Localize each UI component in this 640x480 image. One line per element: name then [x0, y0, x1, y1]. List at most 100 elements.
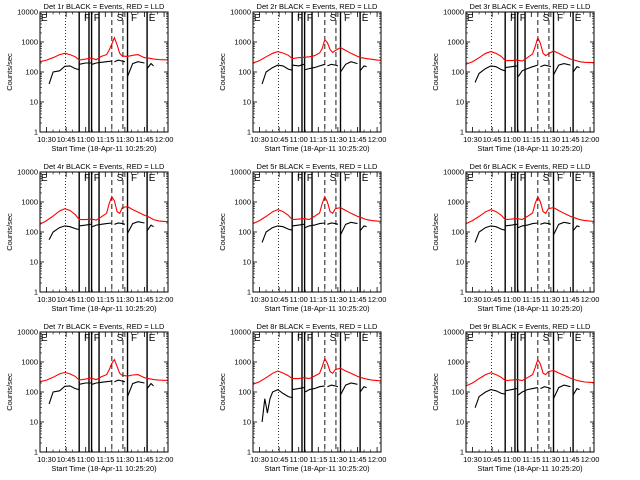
interval-letter: F [510, 333, 516, 344]
interval-letter: F [307, 173, 313, 184]
series-events-line [327, 384, 339, 388]
series-events-line [261, 388, 293, 423]
interval-letter: F [557, 13, 563, 24]
series-events-line [79, 62, 91, 65]
plot-frame [39, 331, 169, 453]
interval-letter: F [94, 173, 100, 184]
series-events-line [114, 59, 126, 63]
interval-letter: F [344, 13, 350, 24]
plot-frame [252, 331, 382, 453]
x-tick-label: 12:00 [155, 135, 174, 144]
interval-letter: F [520, 13, 526, 24]
interval-letter: E [149, 173, 156, 184]
panel-det-1r: Det 1r BLACK = Events, RED = LLD Counts/s… [5, 2, 173, 153]
panel-det-2r: Det 2r BLACK = Events, RED = LLD Counts/s… [218, 2, 386, 153]
interval-letter: S [543, 173, 550, 184]
y-tick-label: 10000 [17, 8, 38, 17]
series-events-line [359, 65, 367, 72]
x-tick-label: 12:00 [581, 135, 600, 144]
series-events-line [48, 385, 80, 405]
interval-letter: E [254, 333, 261, 344]
y-tick-label: 1 [247, 128, 251, 137]
y-tick-label: 100 [25, 388, 38, 397]
x-axis-label: Start Time (18-Apr-11 10:25:20) [264, 304, 370, 313]
series-events-line [505, 388, 518, 392]
x-tick-label: 12:00 [155, 455, 174, 464]
y-axis-label: Counts/sec [218, 373, 227, 411]
interval-letter: S [330, 333, 337, 344]
x-tick-label: 10:30 [250, 295, 269, 304]
series-events-line [126, 61, 145, 77]
interval-letter: E [575, 13, 582, 24]
y-tick-label: 100 [238, 68, 251, 77]
series-events-line [91, 222, 112, 228]
y-axis-label: Counts/sec [431, 53, 440, 91]
x-tick-label: 11:15 [309, 455, 327, 464]
plot-frame [252, 11, 382, 133]
interval-letter: F [520, 173, 526, 184]
x-axis-label: Start Time (18-Apr-11 10:25:20) [51, 144, 157, 153]
y-tick-label: 1 [247, 288, 251, 297]
interval-letter: F [344, 333, 350, 344]
y-tick-label: 1 [34, 448, 38, 457]
interval-letter: E [575, 333, 582, 344]
series-events-line [327, 63, 339, 67]
y-tick-label: 1000 [447, 198, 464, 207]
y-tick-label: 10000 [230, 328, 251, 337]
series-events-line [114, 222, 126, 225]
x-tick-label: 12:00 [581, 295, 600, 304]
x-tick-label: 11:00 [290, 135, 308, 144]
y-tick-label: 10000 [17, 328, 38, 337]
y-tick-label: 1 [34, 128, 38, 137]
series-events-line [553, 63, 571, 76]
series-events-line [146, 224, 154, 232]
interval-letter: E [41, 333, 48, 344]
interval-letter: S [117, 13, 124, 24]
panel-det-5r: Det 5r BLACK = Events, RED = LLD Counts/s… [218, 162, 386, 313]
x-tick-label: 10:30 [463, 295, 482, 304]
y-tick-label: 10 [456, 98, 464, 107]
series-events-line [505, 65, 517, 69]
series-lld-line [252, 357, 382, 385]
series-events-line [292, 387, 305, 391]
plot-frame [252, 171, 382, 293]
x-tick-label: 11:30 [329, 135, 347, 144]
interval-letter: E [467, 13, 474, 24]
x-tick-label: 12:00 [368, 135, 387, 144]
x-tick-label: 12:00 [581, 455, 600, 464]
plot-frame [465, 11, 595, 133]
x-tick-label: 11:30 [116, 455, 134, 464]
y-tick-label: 1000 [21, 38, 38, 47]
series-events-line [292, 223, 304, 227]
x-tick-label: 11:15 [522, 295, 540, 304]
x-tick-label: 11:15 [522, 455, 540, 464]
panel-title: Det 1r BLACK = Events, RED = LLD [44, 2, 165, 11]
y-axis-label: Counts/sec [5, 53, 14, 91]
x-tick-label: 11:30 [116, 135, 134, 144]
x-tick-label: 10:30 [37, 135, 56, 144]
interval-letter: F [297, 13, 303, 24]
x-tick-label: 11:45 [561, 455, 579, 464]
series-events-line [261, 225, 293, 243]
series-events-line [340, 221, 358, 236]
x-tick-label: 10:30 [463, 135, 482, 144]
panel-title: Det 4r BLACK = Events, RED = LLD [44, 162, 165, 171]
y-tick-label: 100 [451, 228, 464, 237]
series-events-line [572, 66, 580, 73]
interval-letter: E [467, 333, 474, 344]
x-tick-label: 11:45 [561, 295, 579, 304]
interval-letter: E [467, 173, 474, 184]
series-events-line [517, 222, 538, 229]
interval-letter: F [84, 333, 90, 344]
interval-letter: F [84, 173, 90, 184]
y-tick-label: 1000 [447, 38, 464, 47]
interval-letter: F [94, 13, 100, 24]
interval-letter: F [94, 333, 100, 344]
y-tick-label: 10000 [443, 168, 464, 177]
x-axis-label: Start Time (18-Apr-11 10:25:20) [477, 144, 583, 153]
interval-letter: F [307, 13, 313, 24]
y-tick-label: 1000 [21, 358, 38, 367]
series-events-line [474, 65, 506, 83]
panel-title: Det 3r BLACK = Events, RED = LLD [470, 2, 591, 11]
